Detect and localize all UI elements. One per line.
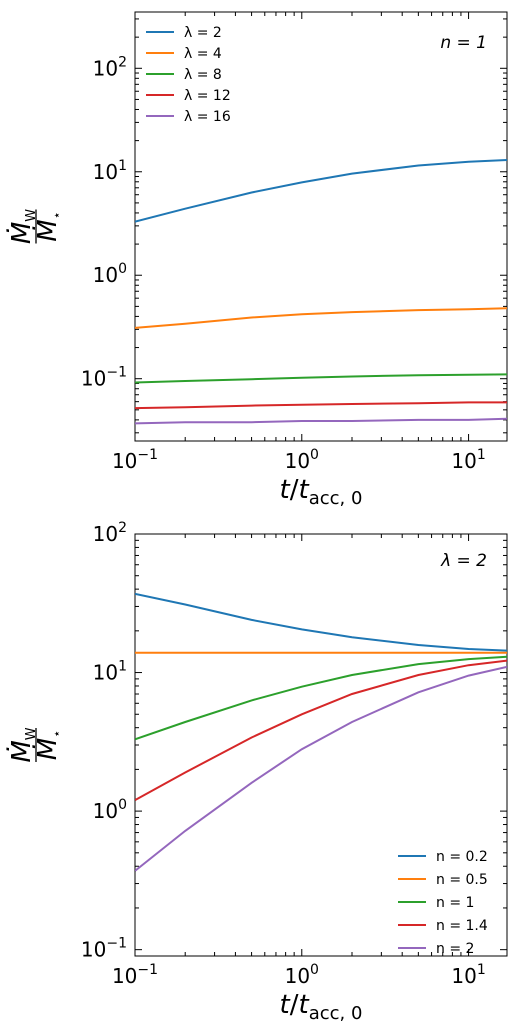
x-tick-label-base: 10: [451, 964, 476, 988]
y-label-numerator: ṀW: [5, 209, 39, 244]
x-tick-label: 100: [285, 447, 319, 473]
panel-annotation: λ = 2: [440, 551, 487, 571]
x-tick-label-base: 10: [112, 449, 137, 473]
y-tick-label-base: 10: [81, 367, 106, 391]
x-axis-label: t/tacc, 0: [280, 475, 363, 509]
series-line-4: [135, 401, 507, 410]
y-tick-label-exp: 0: [118, 261, 127, 277]
y-tick-label: 102: [93, 520, 127, 546]
y-label-num-symbol: Ṁ: [5, 222, 37, 244]
x-tick-label-base: 10: [451, 449, 476, 473]
series-line-1: [135, 592, 507, 652]
series-line-1: [135, 159, 507, 223]
y-tick-label: 10−1: [81, 936, 127, 962]
x-label-slash: /: [290, 990, 299, 1020]
x-tick-label-exp: −1: [137, 962, 158, 978]
x-tick-label: 101: [451, 962, 485, 988]
legend: λ = 2 λ = 4 λ = 8 λ = 12 λ = 16: [146, 25, 231, 125]
legend-label-5: n = 2: [436, 941, 474, 957]
series-line-3: [135, 373, 507, 384]
x-label-t: t: [280, 475, 291, 505]
legend-label-1: λ = 2: [184, 25, 222, 41]
y-tick-label-base: 10: [93, 522, 118, 546]
legend-label-2: n = 0.5: [436, 872, 488, 888]
y-tick-label: 101: [93, 158, 127, 184]
series-line-5: [135, 665, 507, 872]
x-label-t: t: [280, 990, 291, 1020]
legend-label-2: λ = 4: [184, 46, 222, 62]
y-label-den-sub: ⋆: [50, 211, 65, 219]
x-tick-label: 10−1: [112, 447, 158, 473]
x-tick-label: 10−1: [112, 962, 158, 988]
x-tick-label-exp: 0: [310, 962, 319, 978]
x-axis-label: t/tacc, 0: [280, 990, 363, 1024]
plot-frame: [134, 11, 508, 442]
y-tick-label-exp: −1: [106, 936, 127, 952]
y-tick-label-exp: 1: [118, 158, 127, 174]
x-tick-label-base: 10: [285, 964, 310, 988]
y-tick-label: 102: [93, 54, 127, 80]
x-tick-label-exp: 1: [477, 962, 486, 978]
y-label-num-symbol: Ṁ: [5, 740, 37, 762]
legend-label-3: λ = 8: [184, 67, 222, 83]
x-tick-label-exp: −1: [137, 447, 158, 463]
y-tick-label: 100: [93, 797, 127, 823]
series-line-2: [135, 307, 507, 329]
y-tick-label-exp: 2: [118, 520, 127, 536]
x-label-slash: /: [290, 475, 299, 505]
y-tick-label-base: 10: [93, 56, 118, 80]
y-tick-label: 101: [93, 659, 127, 685]
x-label-sub: acc, 0: [309, 488, 363, 509]
x-tick-label-base: 10: [285, 449, 310, 473]
ticks: [134, 12, 507, 441]
y-tick-label-base: 10: [81, 938, 106, 962]
series-line-5: [135, 417, 507, 425]
legend-label-4: λ = 12: [184, 88, 231, 104]
y-label-denominator: Ṁ⋆: [31, 211, 65, 242]
y-tick-label-exp: 2: [118, 54, 127, 70]
x-tick-label-exp: 1: [477, 447, 486, 463]
x-label-t2: t: [299, 990, 310, 1020]
series-line-4: [135, 659, 507, 801]
y-tick-label-exp: 0: [118, 797, 127, 813]
x-label-t2: t: [299, 475, 310, 505]
y-tick-label-base: 10: [93, 661, 118, 685]
series-lines: [135, 592, 507, 872]
x-tick-label: 101: [451, 447, 485, 473]
y-label-denominator: Ṁ⋆: [31, 730, 65, 761]
y-label-numerator: ṀW: [5, 727, 39, 762]
y-label-den-symbol: Ṁ: [31, 219, 63, 241]
y-tick-label: 10−1: [81, 365, 127, 391]
x-tick-label: 100: [285, 962, 319, 988]
y-label-den-symbol: Ṁ: [31, 738, 63, 760]
legend-label-5: λ = 16: [184, 109, 231, 125]
ticks: [134, 533, 507, 957]
series-line-3: [135, 655, 507, 741]
y-tick-label-base: 10: [93, 799, 118, 823]
y-tick-label-base: 10: [93, 263, 118, 287]
x-label-sub: acc, 0: [309, 1003, 363, 1024]
x-tick-label-base: 10: [112, 964, 137, 988]
plot-frame: [134, 533, 508, 957]
legend-label-4: n = 1.4: [436, 918, 488, 934]
y-label-num-sub: W: [24, 209, 39, 222]
panel-annotation: n = 1: [440, 33, 487, 53]
y-tick-label: 100: [93, 261, 127, 287]
x-tick-label-exp: 0: [310, 447, 319, 463]
legend: n = 0.2 n = 0.5 n = 1 n = 1.4 n = 2: [398, 849, 488, 957]
y-label-den-sub: ⋆: [50, 730, 65, 738]
legend-label-1: n = 0.2: [436, 849, 488, 865]
y-axis-label: ṀWṀ⋆: [5, 209, 65, 244]
series-lines: [135, 159, 507, 425]
legend-label-3: n = 1: [436, 895, 474, 911]
y-tick-label-base: 10: [93, 160, 118, 184]
y-label-num-sub: W: [24, 727, 39, 740]
y-axis-label: ṀWṀ⋆: [5, 727, 65, 762]
y-tick-label-exp: −1: [106, 365, 127, 381]
y-tick-label-exp: 1: [118, 659, 127, 675]
